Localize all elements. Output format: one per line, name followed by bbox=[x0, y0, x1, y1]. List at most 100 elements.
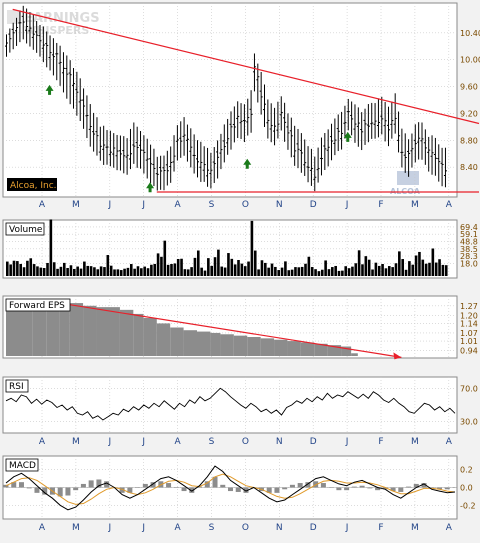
volume-y-tick-label: 69.4 bbox=[460, 223, 478, 232]
month-tick-label: A bbox=[39, 523, 46, 533]
macd-histogram-bar bbox=[437, 487, 443, 490]
volume-bar bbox=[371, 269, 374, 276]
month-tick-label: M bbox=[411, 523, 419, 533]
volume-bar bbox=[327, 269, 331, 276]
volume-bar bbox=[421, 259, 425, 276]
volume-bar bbox=[414, 255, 418, 276]
buy-arrow-icon bbox=[343, 131, 352, 142]
volume-bar bbox=[387, 266, 391, 276]
macd-histogram-bar bbox=[65, 487, 71, 496]
volume-bar bbox=[79, 268, 83, 276]
volume-bar bbox=[116, 269, 120, 276]
volume-bar bbox=[334, 265, 337, 276]
volume-bar bbox=[441, 264, 445, 276]
macd-histogram-bar bbox=[220, 484, 226, 488]
macd-histogram-bar bbox=[444, 487, 450, 490]
volume-bar bbox=[438, 259, 441, 276]
volume-bar bbox=[183, 269, 187, 276]
volume-bar bbox=[176, 258, 180, 276]
volume-bar bbox=[408, 261, 411, 276]
eps-step-bar bbox=[133, 313, 144, 356]
macd-histogram-bar bbox=[282, 487, 288, 490]
month-tick-label: A bbox=[446, 523, 453, 533]
volume-bar bbox=[123, 268, 126, 276]
volume-bar bbox=[237, 260, 240, 276]
ticker-label: Alcoa, Inc. bbox=[7, 178, 57, 191]
eps-step-bar bbox=[69, 303, 84, 356]
volume-y-tick-label: 18.0 bbox=[460, 259, 478, 268]
macd-histogram-bar bbox=[266, 487, 272, 493]
volume-bar bbox=[190, 267, 193, 276]
macd-histogram-bar bbox=[127, 487, 133, 493]
month-tick-label: M bbox=[411, 437, 419, 447]
eps-y-tick-label: 1.14 bbox=[460, 319, 478, 328]
volume-bar bbox=[153, 263, 157, 276]
month-tick-label: J bbox=[141, 437, 145, 447]
volume-bar bbox=[113, 269, 116, 276]
watermark-logo-icon bbox=[7, 10, 21, 24]
volume-bar bbox=[377, 265, 381, 276]
volume-bar bbox=[264, 262, 267, 276]
eps-step-bar bbox=[287, 341, 301, 356]
volume-bar bbox=[280, 267, 284, 276]
volume-bar bbox=[320, 269, 324, 276]
volume-bar bbox=[444, 265, 448, 276]
eps-step-bar bbox=[119, 309, 134, 356]
month-tick-label: F bbox=[378, 523, 383, 533]
volume-bar bbox=[217, 249, 220, 276]
volume-bar bbox=[331, 267, 334, 276]
price-y-tick-label: 8.40 bbox=[460, 163, 478, 172]
volume-bar bbox=[424, 263, 428, 276]
macd-y-tick-label: -0.2 bbox=[460, 501, 476, 510]
volume-bar bbox=[143, 266, 146, 276]
macd-histogram-bar bbox=[11, 482, 17, 488]
rsi-line bbox=[5, 387, 456, 421]
month-tick-label: J bbox=[141, 200, 145, 210]
volume-bar bbox=[257, 269, 260, 276]
month-tick-label: D bbox=[310, 200, 317, 210]
volume-bar bbox=[207, 258, 210, 276]
eps-step-bar bbox=[314, 343, 328, 356]
volume-bar bbox=[304, 263, 307, 276]
macd-histogram-bar bbox=[42, 487, 48, 495]
month-tick-label: A bbox=[175, 523, 182, 533]
volume-bar bbox=[119, 270, 123, 276]
volume-bar bbox=[136, 266, 140, 276]
macd-y-tick-label: 0.2 bbox=[460, 466, 473, 475]
macd-histogram-bar bbox=[189, 487, 195, 493]
eps-step-bar bbox=[183, 330, 197, 356]
volume-bar bbox=[367, 259, 371, 276]
volume-bar bbox=[173, 263, 177, 276]
eps-step-bar bbox=[46, 307, 60, 356]
volume-bar bbox=[99, 266, 103, 276]
volume-bar bbox=[126, 267, 130, 276]
watermark-line1: EARNINGS bbox=[24, 11, 100, 26]
month-tick-label: M bbox=[411, 200, 419, 210]
month-tick-label: F bbox=[378, 437, 383, 447]
macd-histogram-bar bbox=[18, 482, 24, 488]
volume-bar bbox=[290, 269, 294, 276]
macd-histogram-bar bbox=[235, 487, 241, 492]
volume-y-tick-label: 38.5 bbox=[460, 245, 478, 254]
macd-histogram-bar bbox=[142, 483, 148, 488]
rsi-panel bbox=[2, 376, 458, 434]
volume-bar bbox=[170, 264, 173, 276]
volume-bar bbox=[133, 268, 136, 276]
macd-y-tick-label: 0.0 bbox=[460, 484, 473, 493]
rsi-title: RSI bbox=[5, 379, 29, 393]
volume-bar bbox=[56, 268, 59, 276]
volume-bar bbox=[36, 266, 39, 276]
eps-step-bar bbox=[6, 309, 33, 356]
volume-bar bbox=[69, 265, 73, 276]
month-tick-label: O bbox=[242, 437, 249, 447]
volume-bar bbox=[253, 250, 257, 276]
volume-y-tick-label: 59.1 bbox=[460, 230, 478, 239]
volume-bar bbox=[16, 261, 19, 276]
volume-bar bbox=[324, 260, 327, 276]
volume-bar bbox=[62, 262, 66, 276]
price-y-tick-label: 10.40 bbox=[460, 29, 480, 38]
eps-step-bar bbox=[341, 346, 352, 356]
macd-histogram-bar bbox=[26, 487, 32, 489]
eps-y-tick-label: 0.94 bbox=[460, 347, 478, 356]
volume-bar bbox=[401, 259, 404, 276]
